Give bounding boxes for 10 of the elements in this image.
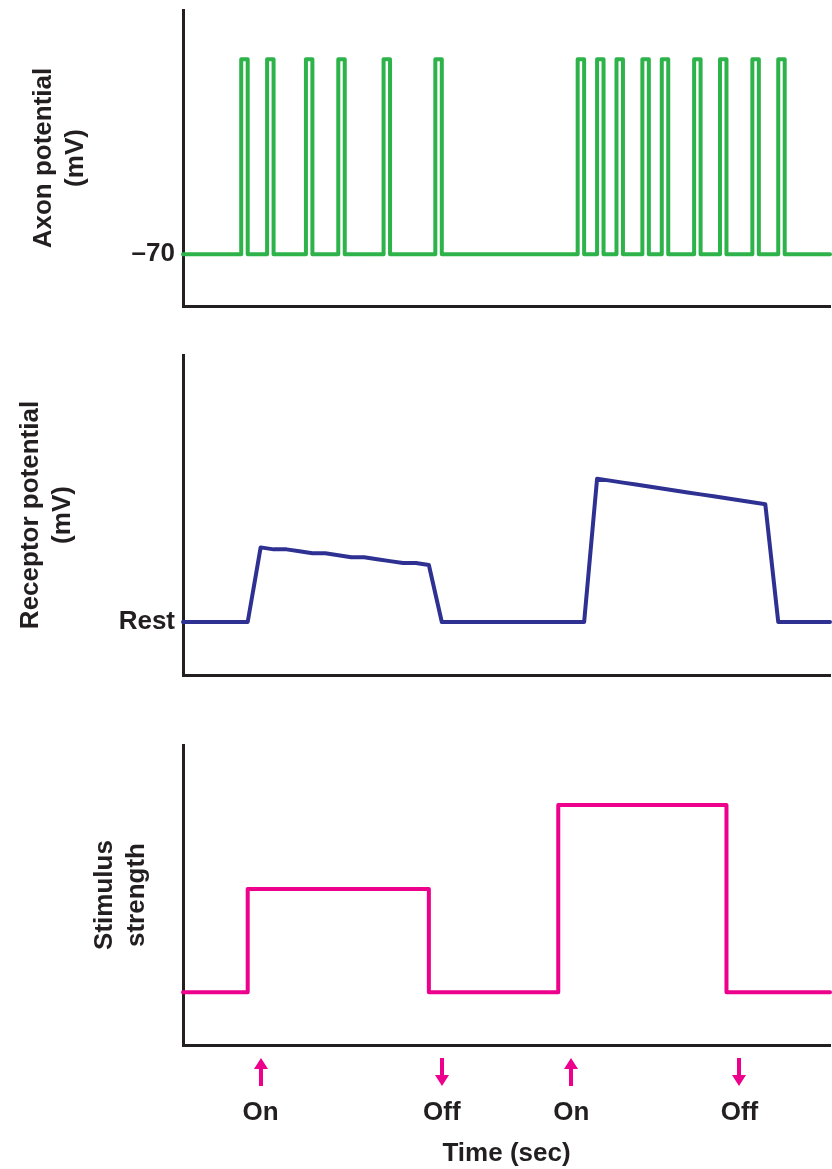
x-tick-label: Off (720, 1095, 759, 1126)
x-tick-label: Off (423, 1095, 461, 1126)
y-axis-title: Axon potential (mV) (26, 67, 89, 249)
x-axis-title: Time (sec) (442, 1136, 571, 1167)
text: Rest (118, 605, 176, 636)
text: –70 (131, 237, 175, 268)
x-tick-label: On (553, 1095, 590, 1126)
y-axis-title: Receptor potential (mV) (13, 400, 76, 630)
x-tick-label: On (242, 1095, 279, 1126)
y-axis-title: Stimulus strength (88, 840, 151, 950)
